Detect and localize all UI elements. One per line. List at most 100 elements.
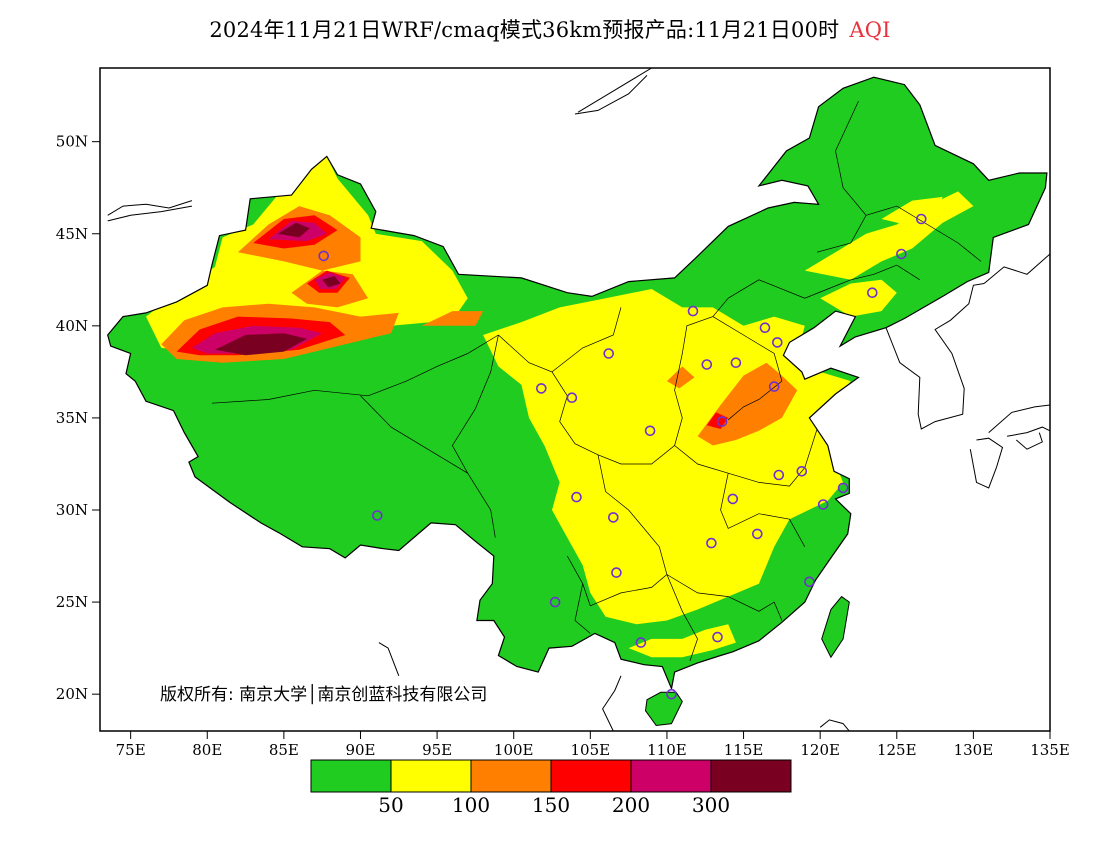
station-marker <box>730 357 742 369</box>
maroon-region <box>322 276 341 288</box>
orange-region <box>421 311 484 326</box>
copyright-notice: 版权所有: 南京大学│南京创蓝科技有限公司 <box>160 685 488 705</box>
lat-tick-label: 45N <box>56 225 88 243</box>
lon-tick-label: 115E <box>724 741 764 759</box>
coastline <box>983 253 1050 284</box>
province-line <box>865 205 982 262</box>
station-marker <box>759 322 771 334</box>
yellow-region <box>881 196 943 225</box>
hainan-island <box>644 691 683 727</box>
lon-tick-label: 110E <box>647 741 687 759</box>
city-stations <box>318 213 927 700</box>
station-marker <box>603 348 615 359</box>
station-marker <box>371 510 383 521</box>
map-title: 2024年11月21日WRF/cmaq模式36km预报产品:11月21日00时 A… <box>0 14 1100 44</box>
islands <box>644 595 850 727</box>
yellow-region <box>628 624 736 658</box>
latitude-axis: 20N 25N 30N 35N 40N 45N 50N <box>56 133 100 703</box>
coastline <box>378 642 400 676</box>
station-marker <box>727 493 739 505</box>
yellow-region <box>567 482 644 547</box>
province-line <box>597 297 729 465</box>
station-marker <box>896 248 907 260</box>
yellow-region <box>820 279 897 317</box>
station-marker <box>607 512 619 523</box>
province-line <box>817 100 867 253</box>
coastline <box>1007 426 1050 437</box>
station-marker <box>768 381 780 392</box>
station-marker <box>701 359 713 370</box>
coastline <box>1015 432 1043 450</box>
province-line <box>551 307 622 373</box>
lon-tick-label: 100E <box>494 741 534 759</box>
map-frame <box>99 67 1051 732</box>
station-marker <box>796 465 808 477</box>
aqi-field <box>107 77 1047 689</box>
title-aqi-label: AQI <box>849 18 891 42</box>
lon-tick-label: 105E <box>571 741 611 759</box>
lon-tick-label: 90E <box>345 741 375 759</box>
lon-tick-label: 125E <box>877 741 917 759</box>
lon-tick-label: 130E <box>954 741 994 759</box>
coastline <box>574 75 648 115</box>
lon-tick-label: 85E <box>269 741 299 759</box>
station-marker <box>644 425 656 437</box>
coastline <box>819 719 850 731</box>
province-line <box>720 473 806 547</box>
coastline <box>107 200 193 216</box>
lon-tick-label: 120E <box>800 741 840 759</box>
province-line <box>666 574 698 662</box>
maroon-region <box>277 222 310 238</box>
coastline <box>107 205 192 222</box>
station-marker <box>318 250 330 262</box>
province-line <box>574 583 591 634</box>
station-marker <box>687 305 699 317</box>
station-marker <box>571 491 582 503</box>
province-line <box>728 264 920 299</box>
lat-tick-label: 50N <box>56 133 88 151</box>
coastline <box>602 675 622 731</box>
lon-tick-label: 75E <box>116 741 146 759</box>
coastline <box>988 404 1050 433</box>
lat-tick-label: 20N <box>56 685 88 703</box>
lon-tick-label: 95E <box>422 741 452 759</box>
station-marker <box>817 499 829 510</box>
station-marker <box>866 287 878 299</box>
lat-tick-label: 40N <box>56 317 88 335</box>
station-marker <box>566 392 578 404</box>
station-marker <box>706 537 717 549</box>
china-border <box>107 76 1048 691</box>
station-marker <box>666 688 677 700</box>
taiwan-island <box>821 595 850 659</box>
maroon-region <box>214 333 307 356</box>
station-marker <box>716 416 728 427</box>
province-line <box>360 395 468 474</box>
title-text: 2024年11月21日WRF/cmaq模式36km预报产品:11月21日00时 <box>209 18 840 42</box>
station-marker <box>837 482 849 494</box>
station-marker <box>712 631 723 643</box>
coastline <box>969 437 1004 489</box>
station-marker <box>611 567 622 578</box>
longitude-axis: 75E 80E 85E 90E 95E 100E 105E 110E 115E 120E 125E 1… <box>116 731 1070 759</box>
province-line <box>712 316 783 421</box>
station-marker <box>535 383 547 394</box>
station-marker <box>771 337 783 348</box>
station-marker <box>635 637 647 648</box>
orange-region <box>666 366 695 389</box>
lat-tick-label: 25N <box>56 593 88 611</box>
province-line <box>451 334 499 538</box>
aqi-hazardous-regions <box>214 222 341 356</box>
station-marker <box>773 469 785 481</box>
lon-tick-label: 135E <box>1030 741 1070 759</box>
lat-tick-label: 30N <box>56 501 88 519</box>
neighbor-coastlines <box>107 68 1050 731</box>
coastline <box>577 68 652 113</box>
province-line <box>666 574 783 621</box>
station-marker <box>804 576 815 588</box>
province-line <box>211 334 499 404</box>
coastline <box>885 283 985 430</box>
station-marker <box>549 596 561 608</box>
lat-tick-label: 35N <box>56 409 88 427</box>
station-marker <box>915 213 927 225</box>
